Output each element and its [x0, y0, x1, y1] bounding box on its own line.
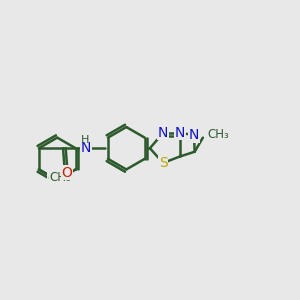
Text: H: H	[81, 135, 89, 145]
Text: CH₃: CH₃	[50, 172, 71, 184]
Text: S: S	[159, 156, 167, 170]
Text: N: N	[175, 126, 185, 140]
Text: N: N	[189, 128, 199, 142]
Text: N: N	[158, 126, 168, 140]
Text: N: N	[81, 141, 91, 155]
Text: CH₃: CH₃	[207, 128, 229, 141]
Text: Cl: Cl	[47, 172, 61, 186]
Text: O: O	[62, 166, 73, 180]
